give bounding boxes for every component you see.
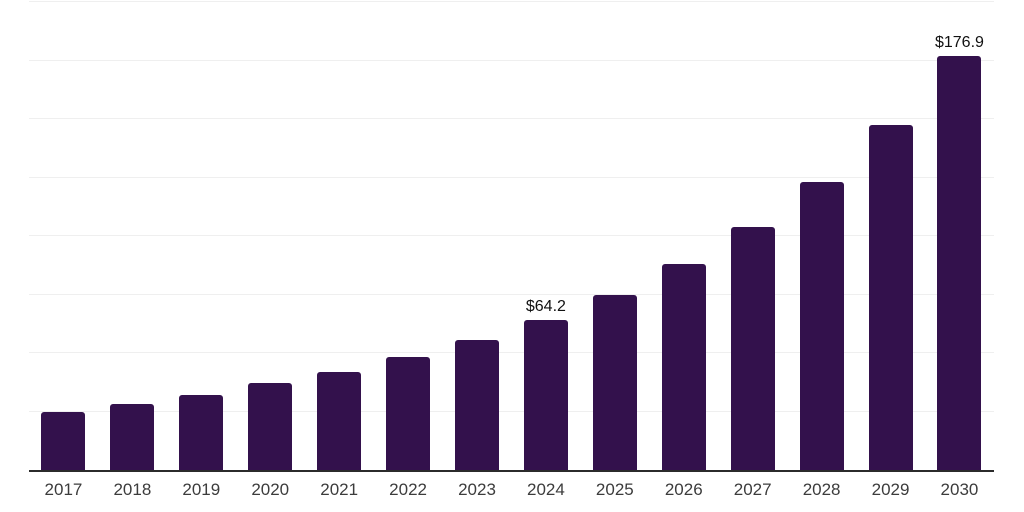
gridline-25 [29, 410, 994, 412]
bar-2022 [386, 357, 431, 470]
bar-2019 [179, 394, 224, 470]
x-tick-label-2019: 2019 [182, 480, 221, 499]
bar-2028 [799, 182, 844, 470]
x-tick-label-2025: 2025 [595, 480, 634, 499]
bar-2026 [661, 263, 706, 470]
bar-2018 [110, 403, 155, 470]
bar-slot-2023 [443, 2, 512, 470]
x-tick-label-2029: 2029 [871, 480, 910, 499]
value-label-2030: $176.9 [934, 34, 984, 52]
gridline-150 [29, 118, 994, 119]
gridline-175 [29, 59, 994, 61]
x-tick-label-2022: 2022 [389, 480, 427, 499]
value-label-2024: $64.2 [525, 297, 566, 315]
bar-2021 [317, 371, 362, 470]
x-tick-label-2028: 2028 [802, 480, 841, 499]
bar-2030: $176.9 [935, 35, 984, 470]
bar-2025 [592, 294, 637, 470]
x-tick-label-2026: 2026 [664, 480, 703, 499]
x-tick-label-2027: 2027 [733, 480, 772, 499]
x-tick-label-2020: 2020 [251, 480, 290, 499]
plot-area: $64.2 $176.9 [29, 1, 994, 472]
bar-2017 [41, 411, 86, 470]
x-axis-tick-labels: 2017 2018 2019 2020 2021 2022 2023 2024 2025 2026… [29, 480, 994, 500]
bar-slot-2022 [374, 2, 443, 470]
bar-slot-2017 [29, 2, 98, 470]
bar-2029 [868, 124, 913, 470]
gridline-100 [29, 235, 994, 236]
bar-slot-2028 [787, 2, 856, 470]
x-tick-label-2030: 2030 [940, 480, 979, 499]
bar-slot-2026 [649, 2, 718, 470]
gridline-75 [29, 293, 994, 295]
bar-slot-2020 [236, 2, 305, 470]
bar-slot-2027 [718, 2, 787, 470]
x-tick-label-2017: 2017 [44, 480, 83, 499]
bar-slot-2018 [98, 2, 167, 470]
x-tick-label-2024: 2024 [527, 480, 565, 499]
x-tick-label-2021: 2021 [320, 480, 359, 499]
bar-slot-2021 [305, 2, 374, 470]
bar-slot-2025 [580, 2, 649, 470]
x-tick-label-2018: 2018 [113, 480, 152, 499]
gridline-50 [29, 352, 994, 353]
bar-slot-2019 [167, 2, 236, 470]
bar-slot-2024: $64.2 [511, 2, 580, 470]
bar-2024: $64.2 [523, 298, 568, 470]
bar-slot-2030: $176.9 [925, 2, 994, 470]
bar-2020 [248, 383, 293, 470]
gridline-125 [29, 176, 994, 178]
gridlines [29, 1, 994, 470]
bar-slot-2029 [856, 2, 925, 470]
bar-2027 [730, 227, 775, 470]
bar-2023 [454, 340, 499, 470]
bars-container: $64.2 $176.9 [29, 2, 994, 470]
gridline-200 [29, 1, 994, 2]
x-tick-label-2023: 2023 [458, 480, 496, 499]
